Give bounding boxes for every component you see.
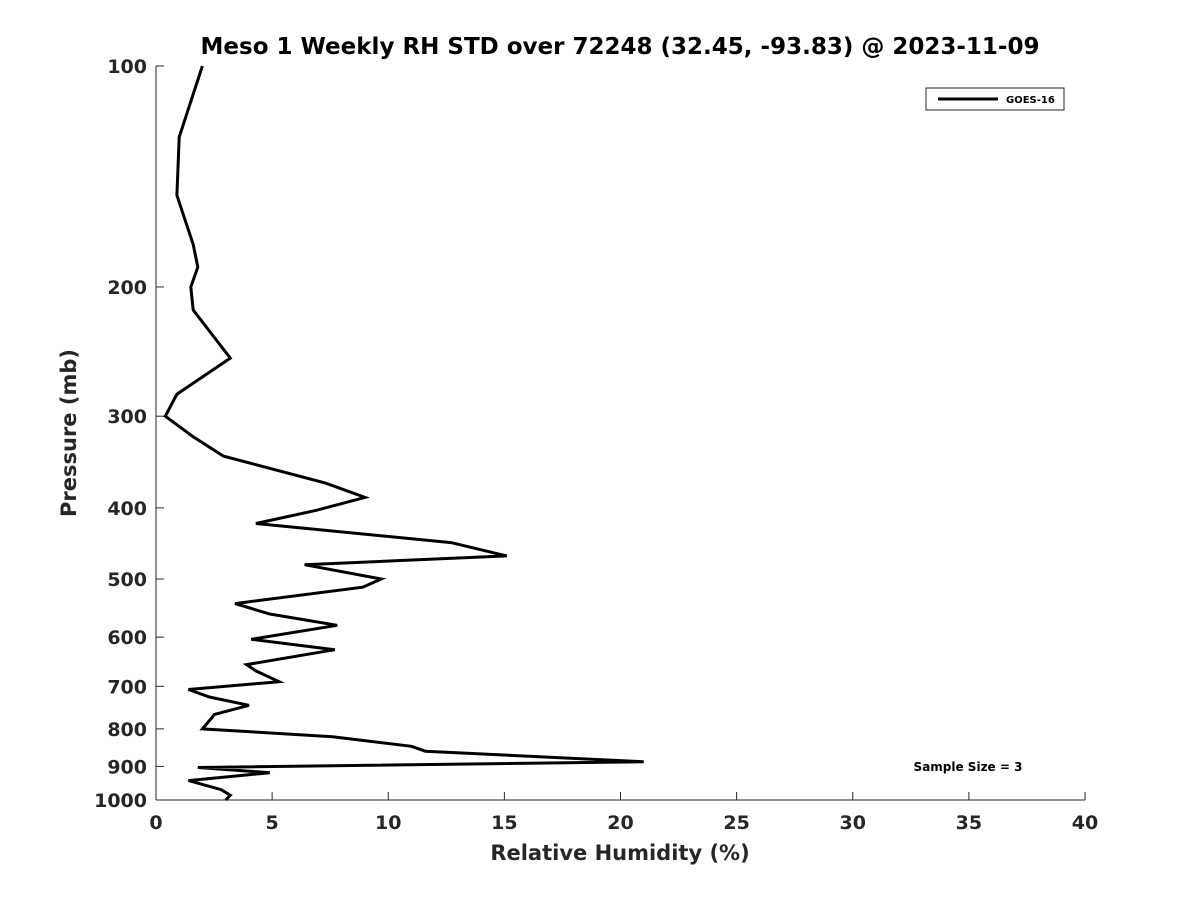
y-tick-label: 100	[107, 56, 147, 78]
y-tick-label: 500	[107, 569, 147, 591]
legend: GOES-16	[925, 87, 1065, 111]
x-tick-label: 40	[1072, 812, 1098, 834]
x-tick-label: 0	[149, 812, 162, 834]
x-tick-label: 15	[491, 812, 517, 834]
y-tick-label: 600	[107, 627, 147, 649]
plot-area	[155, 66, 1085, 801]
chart-title: Meso 1 Weekly RH STD over 72248 (32.45, …	[201, 34, 1040, 60]
y-axis-ticks: 100 200 300 400 500 600 700 800 900 1000	[94, 56, 164, 812]
y-tick-label: 1000	[94, 790, 147, 812]
y-tick-label: 400	[107, 498, 147, 520]
sample-size-annotation: Sample Size = 3	[914, 760, 1023, 774]
x-tick-label: 20	[607, 812, 633, 834]
x-tick-label: 35	[956, 812, 982, 834]
x-axis-label: Relative Humidity (%)	[490, 841, 749, 865]
y-tick-label: 900	[107, 756, 147, 778]
series-line-goes-16	[163, 65, 644, 802]
y-tick-label: 800	[107, 719, 147, 741]
legend-entry-label: GOES-16	[1006, 95, 1055, 106]
y-tick-label: 700	[107, 676, 147, 698]
x-tick-label: 30	[840, 812, 866, 834]
x-tick-label: 5	[266, 812, 279, 834]
y-tick-label: 200	[107, 277, 147, 299]
x-tick-label: 10	[375, 812, 401, 834]
y-axis-label: Pressure (mb)	[57, 349, 81, 517]
x-tick-label: 25	[723, 812, 749, 834]
y-tick-label: 300	[107, 406, 147, 428]
x-axis-ticks: 0 5 10 15 20 25 30 35 40	[149, 792, 1098, 834]
series-layer	[163, 65, 644, 802]
